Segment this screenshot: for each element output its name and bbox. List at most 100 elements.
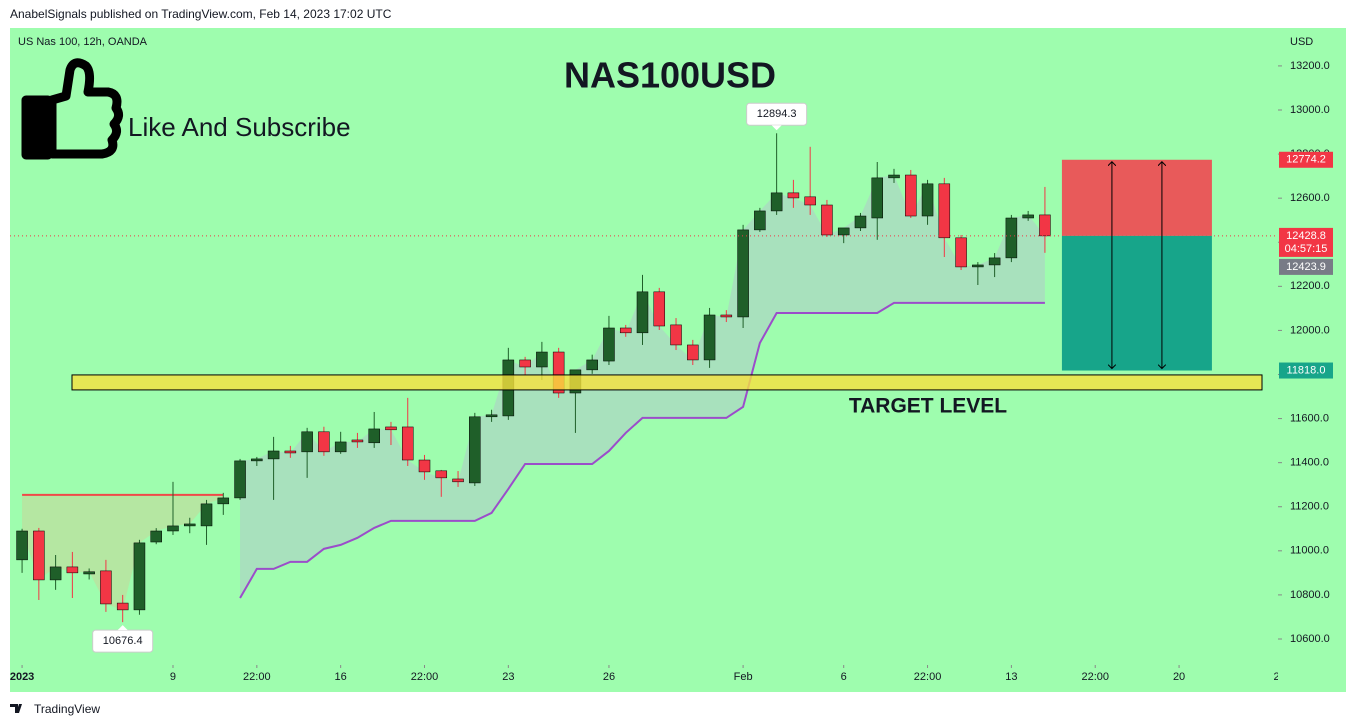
candle-body — [334, 441, 347, 453]
target-zone — [71, 374, 1263, 391]
position-stop — [1061, 159, 1212, 236]
candle-body — [301, 431, 313, 453]
candle-body — [284, 450, 297, 454]
candle-body — [854, 215, 867, 229]
candle-body — [586, 359, 598, 371]
candle-body — [452, 478, 464, 483]
candle-body — [33, 530, 45, 581]
callout-pointer — [117, 625, 128, 631]
candle-body — [469, 416, 481, 484]
thumbs-up-icon — [21, 58, 124, 160]
x-tick: 22:00 — [1081, 665, 1109, 683]
header: AnabelSignals published on TradingView.c… — [10, 7, 392, 21]
candle-body — [100, 570, 112, 605]
candle-body — [619, 327, 632, 334]
candle-body — [351, 439, 364, 443]
x-tick-label: 2023 — [10, 671, 34, 683]
y-tick-label: 12200.0 — [1290, 280, 1330, 292]
candle-body — [418, 459, 431, 473]
x-tick-label: 23 — [1274, 671, 1286, 683]
candle-body — [1005, 217, 1018, 259]
x-tick-label: 23 — [502, 671, 514, 683]
y-tick-label: 10600.0 — [1290, 633, 1330, 645]
x-tick-label: 9 — [170, 671, 176, 683]
candle-body — [251, 458, 263, 462]
x-tick: 6 — [841, 665, 847, 683]
chart-title: NAS100USD — [564, 55, 776, 96]
extreme-label: 12894.3 — [757, 108, 797, 120]
x-tick: 22:00 — [243, 665, 271, 683]
overlay: 12894.3 10676.4 — [71, 102, 1263, 653]
x-tick: 2023 — [10, 665, 34, 683]
candle-body — [988, 257, 1001, 266]
candle-body — [670, 324, 682, 346]
candle-body — [871, 177, 883, 219]
candle-body — [1039, 214, 1051, 237]
y-tick-label: 13200.0 — [1290, 60, 1330, 72]
x-tick: 16 — [335, 665, 347, 683]
x-tick: 9 — [170, 665, 176, 683]
x-tick: 23 — [502, 665, 514, 683]
x-tick-label: 26 — [603, 671, 615, 683]
x-tick: 23 — [1274, 671, 1286, 683]
candle-body — [401, 426, 414, 461]
candle-body — [368, 428, 380, 444]
candle-body — [754, 210, 766, 231]
candle-body — [200, 503, 213, 527]
candle-body — [821, 204, 833, 236]
candle-body — [49, 566, 62, 581]
candle-body — [1022, 214, 1034, 219]
y-tick-label: 11000.0 — [1290, 545, 1329, 557]
y-tick-label: 11400.0 — [1290, 457, 1329, 469]
candle-body — [770, 192, 783, 212]
callout-pointer — [771, 125, 782, 131]
price-axis: 10600.0 10800.0 11000.0 11200.0 11400.0 11600… — [1278, 60, 1333, 645]
candle-body — [16, 530, 28, 561]
annotation: TARGET LEVEL — [849, 395, 1007, 418]
x-tick: Feb — [734, 665, 753, 683]
y-tick-label: 10800.0 — [1290, 589, 1330, 601]
candle-body — [485, 414, 498, 418]
candle-body — [385, 426, 397, 431]
last-price-tag — [1279, 227, 1333, 257]
position-target — [1061, 235, 1212, 371]
candle-body — [83, 571, 95, 575]
x-tick: 26 — [603, 665, 615, 683]
supertrend-line — [239, 301, 1045, 599]
x-tick: 20 — [1173, 665, 1185, 683]
footer-logo — [10, 704, 22, 713]
last-price-tag-label: 12428.8 — [1286, 230, 1326, 242]
candle-body — [167, 525, 179, 532]
last-price-tag-label: 04:57:15 — [1285, 243, 1328, 255]
candle-body — [938, 183, 951, 239]
candle-body — [116, 602, 129, 611]
y-tick-label: 13000.0 — [1290, 104, 1330, 116]
target-tag — [1279, 362, 1333, 379]
candle-body — [703, 314, 716, 361]
x-tick-label: 16 — [335, 671, 347, 683]
x-tick-label: 22:00 — [243, 671, 271, 683]
candle-body — [234, 460, 246, 499]
candle-body — [536, 351, 548, 368]
candle-body — [133, 542, 146, 611]
x-tick-label: 6 — [841, 671, 847, 683]
candle-body — [720, 314, 733, 318]
x-tick-label: 22:00 — [914, 671, 942, 683]
x-tick-label: 22:00 — [411, 671, 439, 683]
candle-body — [921, 183, 934, 217]
candle-body — [972, 264, 984, 268]
candle-body — [318, 431, 330, 453]
currency: USD — [1290, 36, 1313, 48]
candle-body — [552, 351, 565, 394]
x-tick: 13 — [1005, 665, 1018, 683]
candle-body — [905, 174, 917, 217]
y-tick-label: 12600.0 — [1290, 192, 1330, 204]
candle-body — [267, 450, 280, 460]
stop-tag-label: 12774.2 — [1286, 154, 1326, 166]
candle-body — [519, 359, 531, 368]
candle-body — [888, 174, 900, 179]
footer: TradingView — [34, 702, 100, 716]
x-tick: 22:00 — [411, 665, 439, 683]
y-tick-label: 11200.0 — [1290, 501, 1329, 513]
